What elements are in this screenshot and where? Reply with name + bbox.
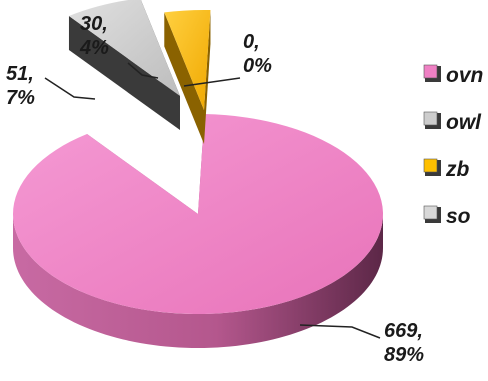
leader-line-ovn bbox=[299, 324, 381, 339]
legend-label-owl: owl bbox=[446, 111, 482, 134]
leader-line-owl bbox=[44, 77, 96, 100]
legend-item-ovn: ovn bbox=[423, 64, 483, 87]
legend-swatch-so bbox=[423, 205, 438, 220]
legend-item-owl: owl bbox=[423, 111, 482, 134]
legend-label-zb: zb bbox=[445, 158, 470, 181]
legend-label-so: so bbox=[446, 205, 471, 228]
legend: ovn owl zb so bbox=[423, 64, 483, 228]
leader-line-zb bbox=[127, 62, 159, 79]
data-label-ovn: 669, 89% bbox=[384, 320, 424, 366]
legend-swatch-zb bbox=[423, 158, 438, 173]
data-label-so: 0, 0% bbox=[243, 31, 272, 77]
data-label-owl: 51, 7% bbox=[6, 63, 35, 109]
legend-label-ovn: ovn bbox=[446, 64, 483, 87]
pie-slice-ovn bbox=[13, 114, 384, 348]
legend-swatch-owl bbox=[423, 111, 438, 126]
leader-line-so bbox=[183, 77, 241, 87]
pie-slice-owl bbox=[68, 0, 180, 130]
legend-item-zb: zb bbox=[423, 158, 470, 181]
legend-swatch-ovn bbox=[423, 64, 438, 79]
legend-item-so: so bbox=[423, 205, 471, 228]
data-label-zb: 30, 4% bbox=[79, 13, 109, 59]
pie-slice-zb bbox=[164, 10, 211, 145]
